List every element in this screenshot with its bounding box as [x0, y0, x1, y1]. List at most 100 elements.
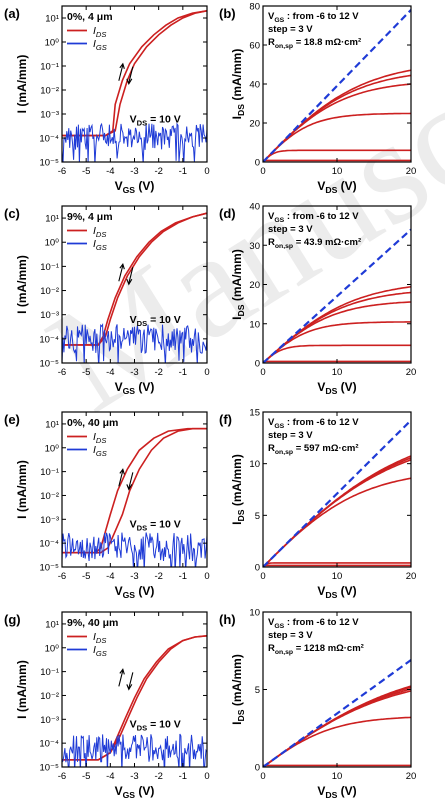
- y-tick-label: 10⁻³: [40, 715, 59, 726]
- ron-text: Ron,sp = 43.9 mΩ·cm²: [268, 237, 361, 250]
- y-tick-label: 10⁰: [45, 38, 60, 49]
- legend-title: 0%, 40 μm: [67, 417, 118, 429]
- x-axis-label: VDS (V): [317, 584, 356, 600]
- y-tick-label: 40: [249, 80, 260, 91]
- sweep-up-arrowhead: [119, 668, 125, 675]
- y-axis-label: IDS (mA/mm): [230, 654, 246, 725]
- x-tick-label: -2: [154, 771, 162, 782]
- plot-area: [62, 212, 207, 363]
- x-tick-label: -2: [154, 367, 162, 378]
- y-axis-label: I (mA/mm): [15, 660, 29, 719]
- y-tick-label: 10⁻⁵: [39, 158, 59, 169]
- y-tick-label: 10¹: [45, 419, 59, 430]
- sweep-up-arrowhead: [119, 62, 125, 69]
- sweep-down-arrowhead: [126, 484, 133, 491]
- sweep-down-arrow: [128, 66, 134, 83]
- panel-label: (d): [219, 206, 236, 221]
- x-tick-label: 0: [260, 771, 265, 782]
- x-tick-label: -4: [106, 166, 114, 177]
- x-tick-label: -1: [179, 771, 187, 782]
- plot-area: [263, 228, 411, 363]
- x-tick-label: -1: [179, 571, 187, 582]
- ids-curve: [263, 562, 411, 567]
- x-tick-label: -4: [106, 771, 114, 782]
- x-tick-label: -4: [106, 367, 114, 378]
- x-axis-label: VDS (V): [317, 380, 356, 396]
- x-tick-label: 0: [260, 571, 265, 582]
- legend-label: IDS: [93, 225, 106, 239]
- ids-curve: [62, 10, 207, 137]
- x-tick-label: 0: [204, 367, 209, 378]
- y-tick-label: 20: [249, 119, 260, 130]
- y-tick-label: 10⁻⁴: [39, 334, 59, 345]
- x-tick-label: 10: [332, 771, 343, 782]
- y-tick-label: 10¹: [45, 214, 59, 225]
- ids-curve: [62, 635, 207, 761]
- ids-curve: [263, 690, 411, 767]
- x-tick-label: 20: [406, 771, 417, 782]
- y-tick-label: 10: [249, 459, 260, 470]
- y-axis-label: IDS (mA/mm): [230, 454, 246, 525]
- axes-frame: [61, 411, 208, 568]
- x-axis-label: VGS (V): [115, 584, 155, 600]
- ron-fit-line: [263, 419, 411, 567]
- x-tick-label: -5: [82, 571, 90, 582]
- y-tick-label: 5: [255, 685, 260, 696]
- igs-curve: [62, 532, 207, 567]
- panel-label: (c): [4, 206, 20, 221]
- y-tick-label: 30: [249, 241, 260, 252]
- y-tick-label: 10⁻⁵: [39, 563, 59, 574]
- plot-area: [263, 9, 411, 162]
- ron-text: Ron,sp = 597 mΩ·cm²: [268, 443, 359, 456]
- sweep-down-arrow: [128, 267, 134, 284]
- y-tick-label: 10¹: [45, 14, 59, 25]
- x-tick-label: -6: [58, 771, 66, 782]
- x-tick-label: -3: [130, 771, 138, 782]
- y-tick-label: 10⁻²: [40, 491, 59, 502]
- y-tick-label: 5: [255, 511, 260, 522]
- ids-curve: [263, 149, 411, 162]
- x-tick-label: -5: [82, 771, 90, 782]
- panel-label: (g): [4, 612, 21, 627]
- y-axis-label: I (mA/mm): [15, 55, 29, 114]
- y-axis-label: IDS (mA/mm): [230, 49, 246, 120]
- legend-label: IGS: [93, 238, 107, 252]
- y-tick-label: 10: [249, 319, 260, 330]
- x-tick-label: 0: [260, 367, 265, 378]
- vgs-range-text: VGS : from -6 to 12 V: [268, 617, 359, 630]
- vds-annotation: VDS = 10 V: [130, 314, 181, 328]
- sweep-down-arrowhead: [126, 278, 133, 286]
- y-tick-label: 0: [255, 563, 260, 574]
- ids-curve: [62, 427, 207, 554]
- sweep-down-arrow: [128, 672, 134, 689]
- vgs-range-text: VGS : from -6 to 12 V: [268, 11, 359, 24]
- sweep-down-arrowhead: [126, 78, 133, 86]
- ron-text: Ron,sp = 18.8 mΩ·cm²: [268, 37, 361, 50]
- ids-curve: [263, 459, 411, 567]
- panel-label: (f): [219, 412, 232, 427]
- vgs-range-text: VGS : from -6 to 12 V: [268, 211, 359, 224]
- y-axis-label: I (mA/mm): [15, 255, 29, 314]
- panel-label: (b): [219, 6, 236, 21]
- x-tick-label: 10: [332, 367, 343, 378]
- y-tick-label: 10⁰: [45, 643, 60, 654]
- x-axis-label: VGS (V): [115, 380, 155, 396]
- panel-label: (h): [219, 612, 236, 627]
- y-tick-label: 10⁻¹: [40, 262, 59, 273]
- y-tick-label: 0: [255, 359, 260, 370]
- y-tick-label: 40: [249, 202, 260, 213]
- y-tick-label: 20: [249, 280, 260, 291]
- plot-area: [62, 10, 207, 162]
- ids-curve: [263, 716, 411, 767]
- y-tick-label: 10⁻⁴: [39, 739, 59, 750]
- legend-title: 0%, 4 μm: [67, 11, 113, 23]
- y-tick-label: 10⁻⁴: [39, 539, 59, 550]
- y-tick-label: 0: [255, 763, 260, 774]
- ids-curve: [263, 344, 411, 363]
- y-tick-label: 10: [249, 608, 260, 619]
